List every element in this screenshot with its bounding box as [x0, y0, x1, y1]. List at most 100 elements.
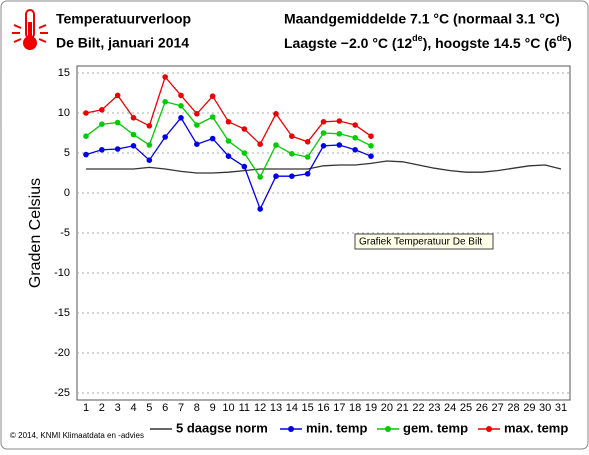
data-point: [146, 157, 153, 163]
data-point: [209, 114, 216, 120]
series-line: [86, 160, 562, 174]
y-tick-label: -10: [54, 267, 70, 279]
data-point: [352, 147, 358, 153]
x-tick-label: 5: [146, 402, 152, 414]
data-point: [352, 135, 358, 141]
data-point: [209, 135, 216, 142]
y-tick-label: -5: [60, 227, 70, 239]
x-tick-label: 2: [99, 402, 105, 414]
y-tick-label: 15: [58, 67, 70, 79]
data-point: [178, 115, 184, 121]
data-point: [99, 121, 105, 127]
x-tick-label: 16: [317, 402, 329, 414]
data-point: [83, 110, 89, 116]
data-point: [178, 103, 184, 109]
x-tick-label: 25: [460, 402, 472, 414]
tooltip-box: [354, 233, 494, 250]
data-point: [289, 133, 295, 139]
x-tick-label: 17: [333, 402, 345, 414]
x-tick-label: 1: [83, 402, 89, 414]
x-tick-label: 3: [115, 402, 121, 414]
y-tick-label: 5: [64, 147, 70, 159]
footer: © 2014, KNMI Klimaatdata en -advies: [10, 431, 144, 440]
x-tick-label: 8: [194, 402, 200, 414]
data-point: [320, 143, 327, 149]
data-point: [257, 174, 263, 180]
x-tick-label: 23: [428, 402, 440, 414]
x-tick-label: 19: [365, 402, 377, 414]
x-tick-label: 10: [222, 402, 234, 414]
data-point: [336, 131, 343, 137]
data-point: [225, 119, 232, 125]
subtitle: De Bilt, januari 2014: [56, 35, 189, 51]
x-tick-label: 31: [555, 402, 567, 414]
legend-label: min. temp: [306, 420, 367, 435]
x-tick-label: 21: [397, 402, 409, 414]
data-point: [130, 131, 137, 138]
data-point: [241, 163, 248, 170]
data-point: [178, 92, 184, 99]
y-axis-label: Graden Celsius: [27, 178, 44, 288]
x-tick-label: 6: [162, 402, 168, 414]
data-point: [146, 142, 153, 148]
x-tick-label: 18: [349, 402, 361, 414]
x-tick-label: 30: [539, 402, 551, 414]
summary: Laagste −2.0 °C (12de), hoogste 14.5 °C …: [284, 33, 572, 50]
x-tick-label: 9: [210, 402, 216, 414]
data-point: [99, 107, 105, 113]
data-point: [114, 146, 121, 152]
legend-label: max. temp: [504, 420, 568, 435]
y-tick-label: 10: [58, 107, 70, 119]
data-point: [320, 119, 327, 125]
data-point: [114, 119, 121, 126]
data-point: [225, 153, 232, 159]
tooltip: Grafiek Temperatuur De Bilt: [359, 237, 482, 248]
data-point: [368, 143, 374, 149]
data-point: [241, 126, 248, 132]
data-point: [304, 171, 311, 177]
legend-label: 5 daagse norm: [176, 420, 268, 435]
legend-marker: [288, 426, 294, 432]
data-point: [257, 141, 263, 147]
data-point: [257, 206, 263, 212]
x-tick-label: 13: [270, 402, 282, 414]
data-point: [273, 142, 279, 148]
data-point: [162, 99, 168, 105]
data-point: [130, 143, 137, 149]
data-point: [273, 173, 279, 179]
data-point: [130, 115, 137, 121]
data-point: [336, 118, 343, 124]
y-tick-label: -20: [54, 347, 70, 359]
data-point: [304, 139, 311, 145]
data-point: [289, 173, 295, 179]
y-tick-label: -25: [54, 387, 70, 399]
summary: Maandgemiddelde 7.1 °C (normaal 3.1 °C): [284, 11, 560, 27]
x-tick-label: 22: [412, 402, 424, 414]
data-point: [368, 153, 374, 159]
x-tick-label: 24: [444, 402, 456, 414]
legend-marker: [486, 426, 492, 432]
data-point: [304, 154, 311, 160]
data-point: [336, 142, 343, 148]
data-point: [194, 141, 200, 147]
data-point: [114, 92, 121, 99]
x-tick-label: 7: [178, 402, 184, 414]
legend-label: gem. temp: [403, 420, 468, 435]
data-point: [99, 147, 105, 153]
legend-marker: [385, 426, 391, 432]
data-point: [162, 74, 168, 80]
title: Temperatuurverloop: [56, 11, 191, 27]
x-tick-label: 29: [523, 402, 535, 414]
data-point: [194, 111, 200, 117]
y-tick-label: -15: [54, 307, 70, 319]
data-point: [146, 123, 153, 129]
x-tick-label: 28: [507, 402, 519, 414]
data-point: [162, 134, 168, 140]
x-tick-label: 12: [254, 402, 266, 414]
x-tick-label: 15: [302, 402, 314, 414]
x-tick-label: 4: [130, 402, 136, 414]
x-tick-label: 27: [492, 402, 504, 414]
data-point: [289, 151, 295, 157]
data-point: [241, 150, 248, 156]
